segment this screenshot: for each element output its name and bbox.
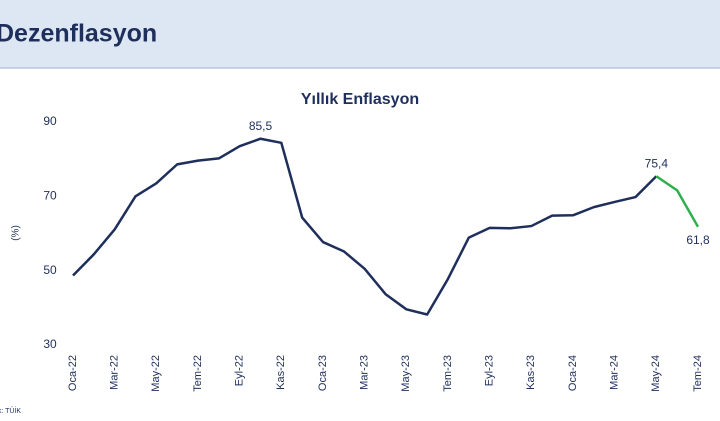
x-tick-label: Oca-22 — [67, 355, 79, 391]
series-line — [72, 137, 658, 316]
x-tick-label: Kas-22 — [275, 355, 287, 390]
y-tick-label: 50 — [43, 263, 57, 277]
x-tick-label: Oca-23 — [317, 355, 329, 391]
source: Kaynak: TÜİK — [0, 406, 21, 415]
chart-title: Yıllık Enflasyon — [301, 91, 419, 108]
x-tick-label: May-23 — [400, 355, 412, 392]
y-tick-label: 90 — [43, 114, 57, 128]
x-tick-label: May-22 — [150, 355, 162, 392]
x-tick-label: Mar-22 — [109, 355, 121, 390]
x-tick-label: Eyl-22 — [234, 355, 246, 386]
header-title: Dezenflasyon — [0, 20, 157, 48]
data-label: 61,8 — [686, 233, 710, 247]
y-tick-label: 30 — [43, 337, 57, 351]
data-label: 75,4 — [645, 156, 669, 170]
x-tick-label: May-24 — [650, 355, 662, 392]
y-axis-label: (%) — [11, 225, 22, 241]
x-tick-label: Eyl-23 — [484, 355, 496, 386]
x-tick-label: Tem-24 — [692, 355, 704, 392]
y-tick-label: 70 — [43, 189, 57, 203]
x-tick-label: Tem-22 — [192, 355, 204, 392]
header-band — [0, 0, 720, 68]
x-tick-label: Mar-23 — [359, 355, 371, 390]
series-line — [655, 175, 700, 228]
x-tick-label: Tem-23 — [442, 355, 454, 392]
x-tick-label: Mar-24 — [609, 355, 621, 390]
x-tick-label: Oca-24 — [567, 355, 579, 391]
data-label: 85,5 — [249, 119, 273, 133]
x-tick-label: Kas-23 — [525, 355, 537, 390]
